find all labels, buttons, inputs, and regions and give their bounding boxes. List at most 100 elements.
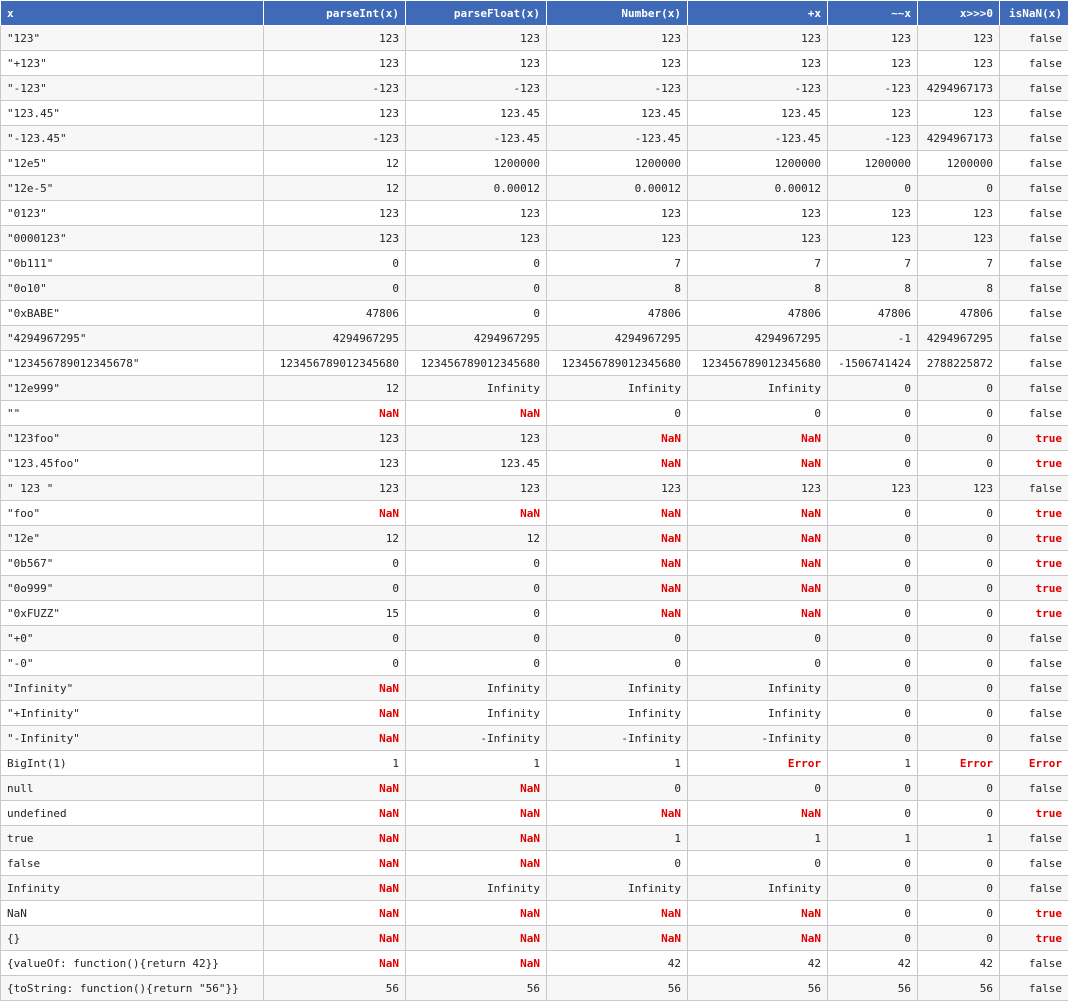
- cell-double-tilde: 0: [827, 625, 918, 651]
- cell-unsigned-shift: 0: [917, 725, 1000, 751]
- cell-isnan: true: [999, 900, 1068, 926]
- cell-unsigned-shift: 4294967173: [917, 75, 1000, 101]
- cell-unary-plus: 123: [687, 475, 828, 501]
- cell-double-tilde: 0: [827, 900, 918, 926]
- cell-parseint: 47806: [263, 300, 406, 326]
- cell-number: -123: [546, 75, 688, 101]
- cell-unary-plus: 123: [687, 25, 828, 51]
- cell-isnan: true: [999, 525, 1068, 551]
- cell-parsefloat: 123: [405, 425, 547, 451]
- cell-x: "123456789012345678": [0, 350, 264, 376]
- table-row: "123" 123 123 123 123 123 123 false: [0, 25, 1068, 51]
- cell-parseint: NaN: [263, 825, 406, 851]
- cell-isnan: false: [999, 350, 1068, 376]
- cell-unsigned-shift: 8: [917, 275, 1000, 301]
- cell-x: "123.45": [0, 100, 264, 126]
- cell-x: null: [0, 775, 264, 801]
- cell-parseint: 123: [263, 100, 406, 126]
- cell-double-tilde: 0: [827, 650, 918, 676]
- table-body: "123" 123 123 123 123 123 123 false "+123" 123 123…: [0, 25, 1068, 1001]
- cell-parseint: 123: [263, 50, 406, 76]
- cell-parsefloat: 1: [405, 750, 547, 776]
- table-row: "0000123" 123 123 123 123 123 123 false: [0, 225, 1068, 251]
- cell-parseint: 123: [263, 225, 406, 251]
- cell-isnan: false: [999, 25, 1068, 51]
- cell-number: 123: [546, 200, 688, 226]
- cell-parseint: 123: [263, 450, 406, 476]
- table-row: {} NaN NaN NaN NaN 0 0 true: [0, 925, 1068, 951]
- cell-number: -Infinity: [546, 725, 688, 751]
- cell-parseint: 0: [263, 275, 406, 301]
- cell-x: "0b111": [0, 250, 264, 276]
- cell-parsefloat: NaN: [405, 850, 547, 876]
- cell-unary-plus: 1200000: [687, 150, 828, 176]
- cell-double-tilde: 1: [827, 750, 918, 776]
- cell-unsigned-shift: Error: [917, 750, 1000, 776]
- cell-parsefloat: 1200000: [405, 150, 547, 176]
- cell-x: "+0": [0, 625, 264, 651]
- cell-unsigned-shift: 0: [917, 375, 1000, 401]
- cell-isnan: false: [999, 75, 1068, 101]
- table-row: "0o10" 0 0 8 8 8 8 false: [0, 275, 1068, 301]
- cell-isnan: true: [999, 800, 1068, 826]
- cell-parsefloat: Infinity: [405, 700, 547, 726]
- cell-number: 123: [546, 475, 688, 501]
- table-row: " 123 " 123 123 123 123 123 123 false: [0, 475, 1068, 501]
- table-row: undefined NaN NaN NaN NaN 0 0 true: [0, 800, 1068, 826]
- cell-parseint: NaN: [263, 675, 406, 701]
- cell-parseint: NaN: [263, 700, 406, 726]
- cell-parsefloat: 123: [405, 225, 547, 251]
- table-row: {valueOf: function(){return 42}} NaN NaN 42…: [0, 950, 1068, 976]
- cell-double-tilde: 7: [827, 250, 918, 276]
- cell-x: "123foo": [0, 425, 264, 451]
- cell-number: 123456789012345680: [546, 350, 688, 376]
- table-row: {toString: function(){return "56"}} 56 56 5…: [0, 975, 1068, 1001]
- cell-parsefloat: -Infinity: [405, 725, 547, 751]
- cell-double-tilde: 0: [827, 525, 918, 551]
- cell-isnan: false: [999, 625, 1068, 651]
- cell-unary-plus: Error: [687, 750, 828, 776]
- cell-isnan: false: [999, 400, 1068, 426]
- cell-unary-plus: 0: [687, 850, 828, 876]
- cell-x: "12e": [0, 525, 264, 551]
- cell-unsigned-shift: 1200000: [917, 150, 1000, 176]
- cell-unary-plus: NaN: [687, 575, 828, 601]
- table-row: "123.45foo" 123 123.45 NaN NaN 0 0 true: [0, 450, 1068, 476]
- cell-number: 0.00012: [546, 175, 688, 201]
- cell-isnan: Error: [999, 750, 1068, 776]
- cell-double-tilde: 42: [827, 950, 918, 976]
- cell-number: 123.45: [546, 100, 688, 126]
- cell-unsigned-shift: 0: [917, 600, 1000, 626]
- cell-double-tilde: -1: [827, 325, 918, 351]
- cell-parsefloat: Infinity: [405, 375, 547, 401]
- cell-number: 0: [546, 775, 688, 801]
- cell-double-tilde: 0: [827, 400, 918, 426]
- cell-unsigned-shift: 123: [917, 475, 1000, 501]
- cell-double-tilde: -123: [827, 75, 918, 101]
- table-row: true NaN NaN 1 1 1 1 false: [0, 825, 1068, 851]
- table-row: "12e5" 12 1200000 1200000 1200000 1200000 1200…: [0, 150, 1068, 176]
- cell-number: 4294967295: [546, 325, 688, 351]
- cell-isnan: false: [999, 300, 1068, 326]
- cell-unary-plus: -123: [687, 75, 828, 101]
- cell-x: false: [0, 850, 264, 876]
- cell-number: 1200000: [546, 150, 688, 176]
- cell-isnan: false: [999, 125, 1068, 151]
- cell-parsefloat: -123.45: [405, 125, 547, 151]
- cell-double-tilde: 0: [827, 575, 918, 601]
- cell-unary-plus: 42: [687, 950, 828, 976]
- cell-isnan: false: [999, 950, 1068, 976]
- cell-double-tilde: 56: [827, 975, 918, 1001]
- cell-double-tilde: 0: [827, 925, 918, 951]
- cell-parseint: 123: [263, 25, 406, 51]
- table-row: "-123" -123 -123 -123 -123 -123 4294967173 fals…: [0, 75, 1068, 101]
- cell-parsefloat: NaN: [405, 950, 547, 976]
- column-header-isnan: isNaN(x): [999, 0, 1068, 26]
- cell-x: "0000123": [0, 225, 264, 251]
- table-row: null NaN NaN 0 0 0 0 false: [0, 775, 1068, 801]
- cell-double-tilde: 0: [827, 725, 918, 751]
- cell-x: "0o10": [0, 275, 264, 301]
- cell-unsigned-shift: 0: [917, 925, 1000, 951]
- column-header-parsefloat: parseFloat(x): [405, 0, 547, 26]
- cell-unsigned-shift: 123: [917, 100, 1000, 126]
